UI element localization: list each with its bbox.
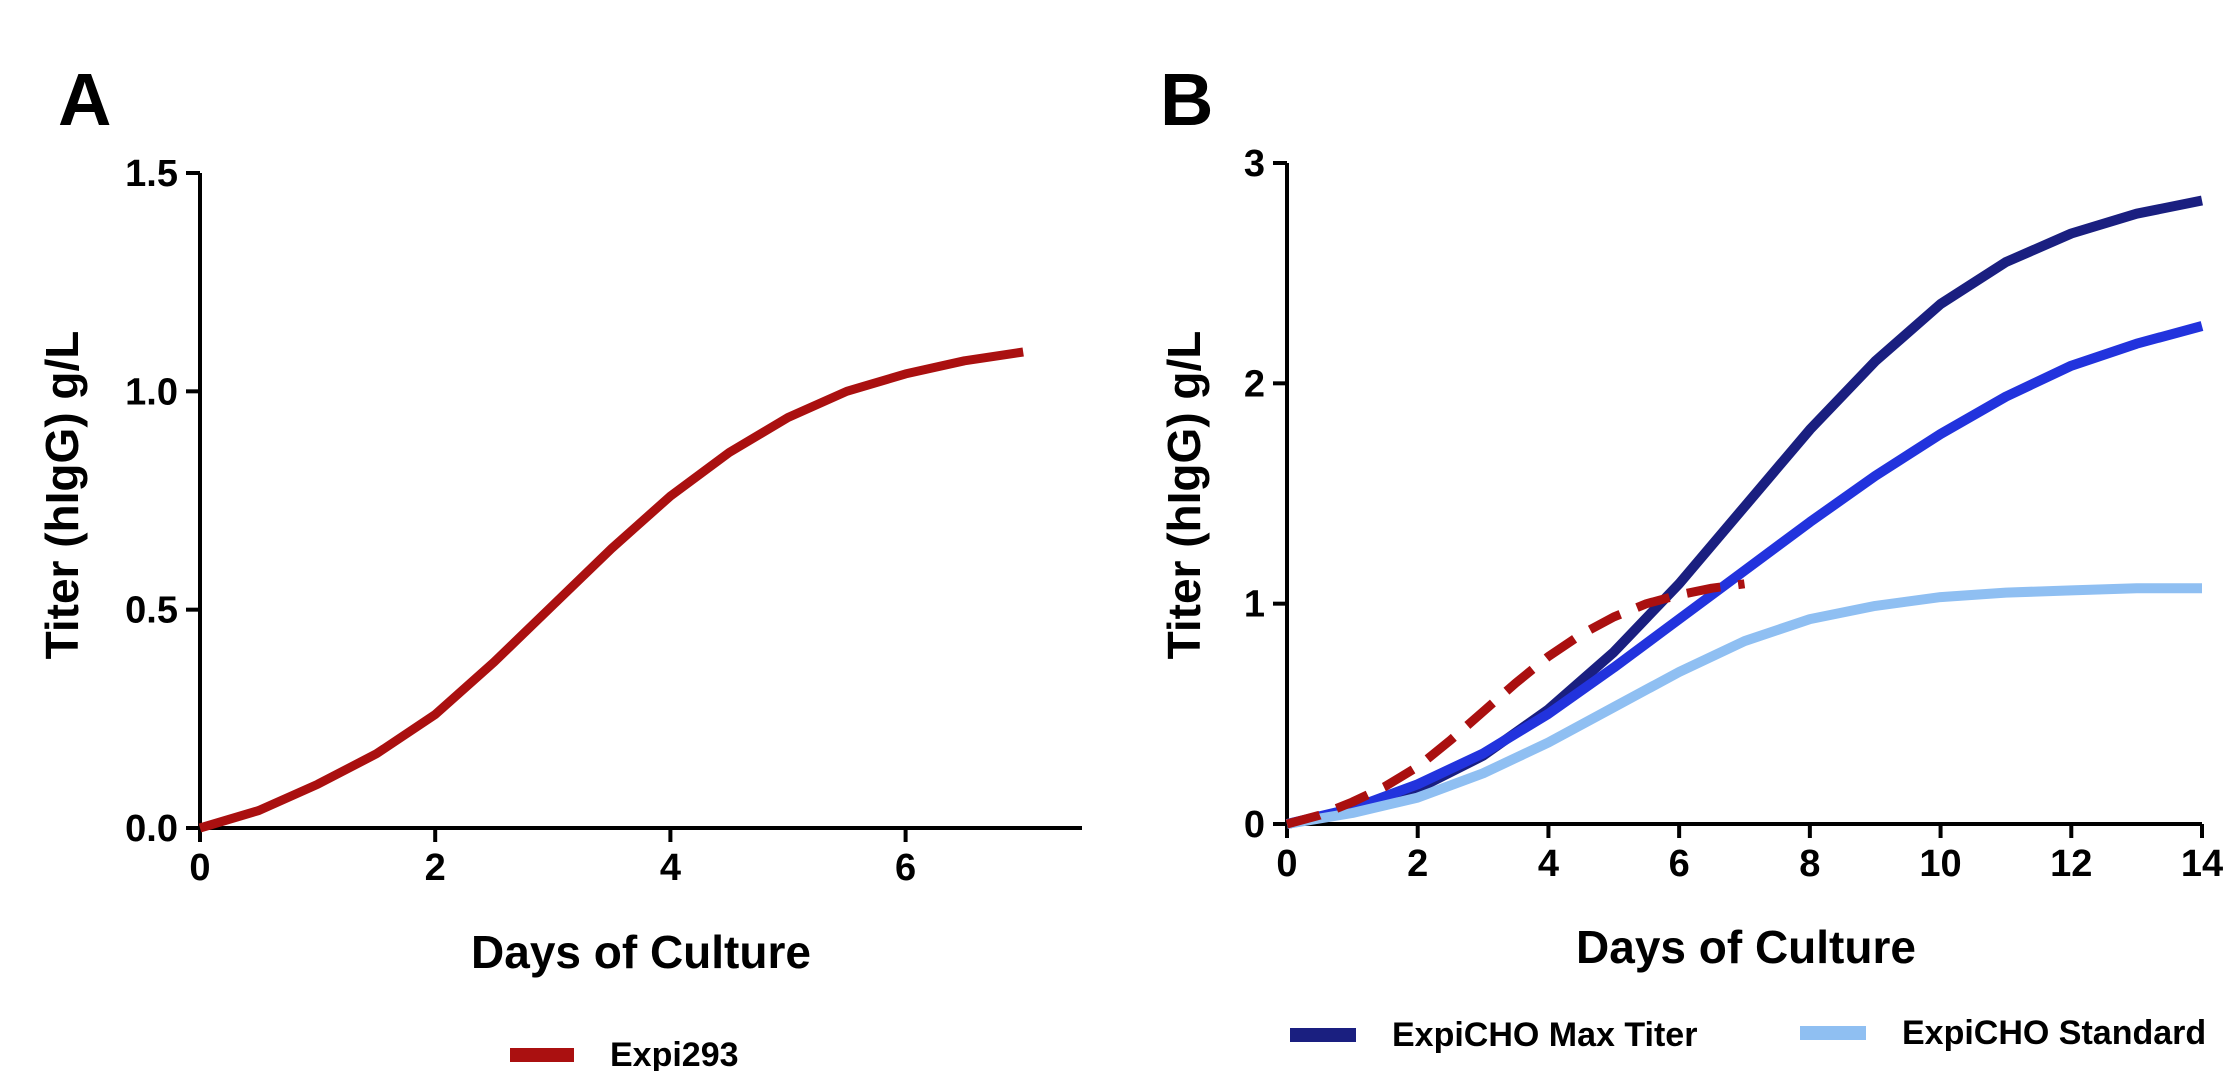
panel-a-x-tick-label: 2 [425, 847, 446, 889]
panel-a-y-tick-label: 1.5 [125, 153, 178, 195]
panel-a-legend: Expi293 [510, 1036, 739, 1071]
panel-b-y-ticks: 0 1 2 3 [1244, 143, 1287, 846]
panel-b-x-tick-label: 6 [1669, 843, 1690, 885]
panel-b-x-ticks: 0 2 4 6 8 10 12 14 [1276, 824, 2223, 885]
panel-a: A 0.0 0.5 1.0 1.5 0 2 4 6 Days of Culture Tite… [36, 58, 1082, 1071]
panel-a-y-axis-title: Titer (hIgG) g/L [36, 331, 88, 660]
legend-label-expi293: Expi293 [610, 1036, 739, 1071]
panel-b-y-tick-label: 1 [1244, 584, 1265, 626]
panel-a-y-tick-label: 1.0 [125, 371, 178, 413]
panel-b-y-tick-label: 2 [1244, 363, 1265, 405]
panel-b-y-tick-label: 0 [1244, 804, 1265, 846]
panel-b-x-tick-label: 10 [1919, 843, 1961, 885]
panel-a-y-tick-label: 0.0 [125, 808, 178, 850]
panel-a-y-ticks: 0.0 0.5 1.0 1.5 [125, 153, 200, 850]
panel-b-x-tick-label: 0 [1276, 843, 1297, 885]
panel-b-y-axis-title: Titer (hIgG) g/L [1158, 331, 1210, 660]
panel-a-x-ticks: 0 2 4 6 [189, 828, 916, 889]
panel-a-series-line-expi293 [198, 347, 1024, 833]
panel-b-x-tick-label: 4 [1538, 843, 1559, 885]
panel-b-x-tick-label: 8 [1799, 843, 1820, 885]
legend-label-expicho-max-titer: ExpiCHO Max Titer [1392, 1016, 1697, 1054]
panel-a-y-tick-label: 0.5 [125, 590, 178, 632]
panel-b-series [1285, 195, 2204, 829]
panel-a-series [198, 347, 1024, 833]
legend-label-expicho-standard: ExpiCHO Standard [1902, 1014, 2206, 1052]
panel-a-x-axis-title: Days of Culture [471, 926, 811, 978]
panel-a-x-tick-label: 0 [189, 847, 210, 889]
panel-b-legend: ExpiCHO Max Titer ExpiCHO Standard [1290, 1014, 2206, 1054]
panel-b-x-tick-label: 2 [1407, 843, 1428, 885]
panel-b-series-line-expicho-max-titer [1286, 195, 2203, 829]
panel-b-series-line-series-4 [1285, 579, 1746, 829]
panel-b-letter: B [1160, 58, 1213, 141]
panel-b-y-tick-label: 3 [1244, 143, 1265, 185]
panel-a-x-tick-label: 6 [895, 847, 916, 889]
panel-b-x-axis-title: Days of Culture [1576, 921, 1916, 973]
panel-b-x-tick-label: 14 [2181, 843, 2223, 885]
panel-a-x-tick-label: 4 [660, 847, 681, 889]
panel-b-series-line-expicho-standard [1286, 583, 2202, 829]
panel-b-series-line-series-2 [1285, 321, 2204, 829]
panel-a-letter: A [58, 58, 111, 141]
panel-b-x-tick-label: 12 [2050, 843, 2092, 885]
